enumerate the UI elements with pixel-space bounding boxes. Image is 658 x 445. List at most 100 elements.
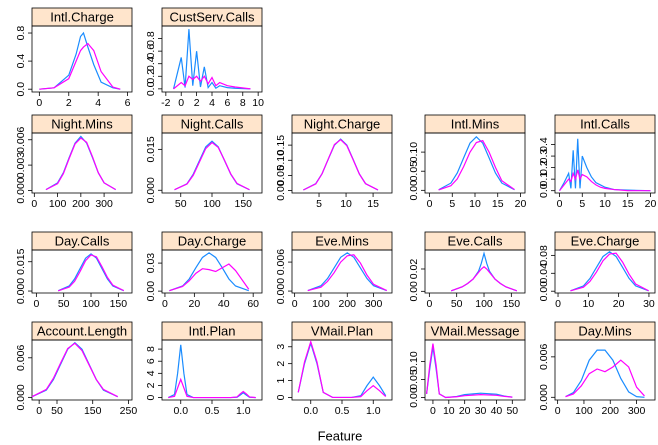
y-tick-label: 2 xyxy=(275,361,287,367)
plot-frame xyxy=(161,249,263,294)
x-tick-label: 150 xyxy=(84,405,102,417)
y-tick-label: 0.02 xyxy=(408,259,420,280)
x-tick-label: 100 xyxy=(475,298,493,310)
y-tick-label: 0.000 xyxy=(15,177,27,203)
x-tick-label: 40 xyxy=(491,405,503,417)
y-tick-label: 8 xyxy=(145,346,157,352)
density-line xyxy=(307,252,387,292)
panel-title: CustServ.Calls xyxy=(169,9,255,24)
x-tick-label: 10 xyxy=(599,198,611,210)
x-tick-label: 30 xyxy=(475,405,487,417)
x-tick-label: 150 xyxy=(234,198,252,210)
x-tick-label: 5 xyxy=(449,198,455,210)
plot-frame xyxy=(554,249,656,294)
density-line xyxy=(297,339,387,399)
density-line xyxy=(39,42,121,90)
y-tick-label: 0.10 xyxy=(408,351,420,372)
y-tick-label: 0.006 xyxy=(15,126,27,152)
x-tick-label: 0 xyxy=(427,198,433,210)
panel-title: Day.Calls xyxy=(55,233,110,248)
x-axis-label: Feature xyxy=(318,428,363,443)
y-tick-label: 0 xyxy=(145,394,157,400)
y-tick-label: 0.000 xyxy=(145,177,157,203)
x-tick-label: 20 xyxy=(613,298,625,310)
y-tick-label: 0.00 xyxy=(408,281,420,302)
y-tick-label: 3 xyxy=(275,344,287,350)
x-tick-label: 10 xyxy=(340,198,352,210)
y-tick-label: 0.3 xyxy=(538,149,550,164)
panel-title: Intl.Mins xyxy=(451,116,500,131)
x-tick-label: 150 xyxy=(503,298,521,310)
x-tick-label: 6 xyxy=(224,97,230,109)
panel-title: Eve.Mins xyxy=(315,233,369,248)
density-line xyxy=(174,141,250,191)
panel-title: Intl.Charge xyxy=(50,9,114,24)
density-line xyxy=(559,138,651,192)
y-tick-label: 0.000 xyxy=(275,278,287,304)
x-tick-label: 0 xyxy=(36,97,42,109)
x-tick-label: 0 xyxy=(555,405,561,417)
x-tick-label: 0 xyxy=(162,298,168,310)
density-line xyxy=(45,137,117,191)
density-line xyxy=(168,377,256,399)
y-tick-label: 0.05 xyxy=(408,369,420,390)
panel-title: Intl.Plan xyxy=(189,323,236,338)
x-tick-label: 50 xyxy=(506,405,518,417)
x-tick-label: 0 xyxy=(31,198,37,210)
y-tick-label: 0.8 xyxy=(145,31,157,46)
x-tick-label: 300 xyxy=(628,405,646,417)
x-tick-label: 200 xyxy=(338,298,356,310)
y-tick-label: 0 xyxy=(275,394,287,400)
y-tick-label: 0.000 xyxy=(15,384,27,410)
y-tick-label: 1 xyxy=(275,377,287,383)
x-tick-label: 0.5 xyxy=(335,405,350,417)
y-tick-label: 0.15 xyxy=(275,135,287,156)
x-tick-label: 60 xyxy=(247,298,259,310)
y-tick-label: 0.05 xyxy=(408,161,420,182)
y-tick-label: 0.0 xyxy=(145,81,157,96)
plot-frame xyxy=(31,25,133,93)
x-tick-label: 0.5 xyxy=(205,405,220,417)
y-tick-label: 0.0 xyxy=(15,82,27,97)
x-tick-label: 10 xyxy=(582,298,594,310)
x-tick-label: 100 xyxy=(575,405,593,417)
x-tick-label: 5 xyxy=(579,198,585,210)
y-tick-label: 6 xyxy=(145,358,157,364)
density-line xyxy=(570,252,649,292)
x-tick-label: 0 xyxy=(178,97,184,109)
x-tick-label: 40 xyxy=(218,298,230,310)
y-tick-label: 0.006 xyxy=(538,344,550,370)
x-tick-label: 8 xyxy=(240,97,246,109)
y-tick-label: 0.006 xyxy=(275,249,287,275)
y-tick-label: 0.8 xyxy=(15,26,27,41)
x-tick-label: 20 xyxy=(189,298,201,310)
x-tick-label: 50 xyxy=(175,198,187,210)
y-tick-label: 0.08 xyxy=(538,245,550,266)
plot-frame xyxy=(31,132,133,194)
panel-title: Night.Charge xyxy=(304,116,381,131)
panel-title: Intl.Calls xyxy=(580,116,630,131)
density-line xyxy=(169,263,250,292)
x-tick-label: 15 xyxy=(367,198,379,210)
density-line xyxy=(565,359,645,398)
y-tick-label: 0.4 xyxy=(15,54,27,69)
y-tick-label: 0.2 xyxy=(538,160,550,175)
plot-frame xyxy=(31,249,133,294)
x-tick-label: 10 xyxy=(443,405,455,417)
x-tick-label: 50 xyxy=(51,405,63,417)
y-tick-label: 0.000 xyxy=(538,384,550,410)
y-tick-label: 0.00 xyxy=(408,387,420,408)
x-tick-label: 0 xyxy=(557,198,563,210)
x-tick-label: 200 xyxy=(601,405,619,417)
plot-frame xyxy=(424,249,526,294)
density-line xyxy=(425,343,513,399)
panel-title: Day.Mins xyxy=(578,323,632,338)
x-tick-label: 10 xyxy=(469,198,481,210)
x-tick-label: 1.0 xyxy=(366,405,381,417)
y-tick-label: 0.003 xyxy=(15,152,27,178)
y-tick-label: 0.015 xyxy=(15,248,27,274)
x-tick-label: 2 xyxy=(66,97,72,109)
density-line xyxy=(173,75,251,90)
plot-frame xyxy=(424,339,526,401)
